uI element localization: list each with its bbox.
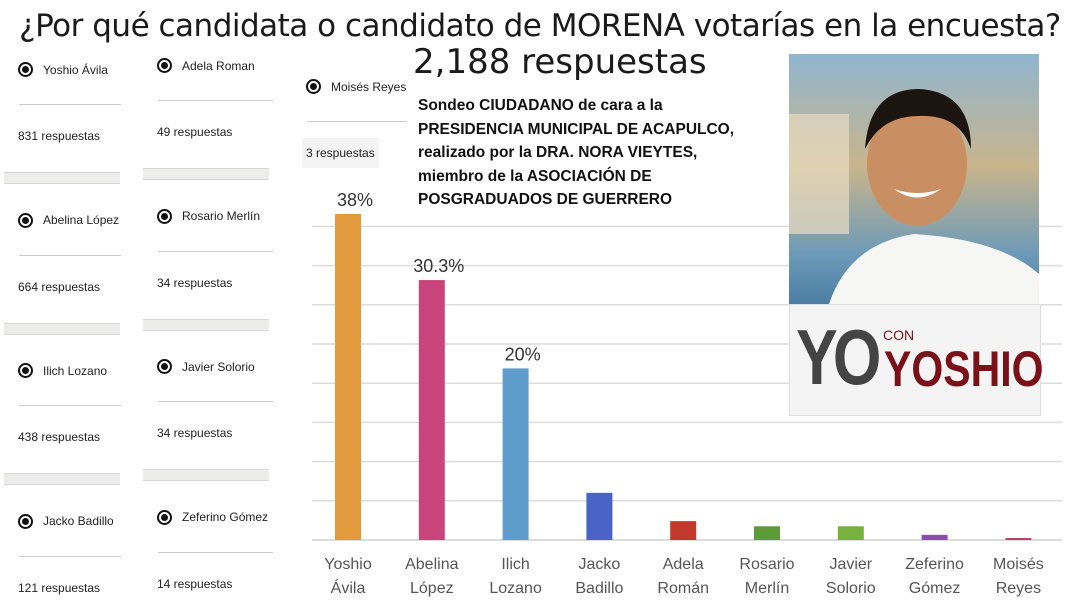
separator-band	[4, 172, 120, 184]
yo-con-yoshio-logo: YO CON YOSHIO	[789, 304, 1044, 416]
radio-selected-icon[interactable]	[18, 363, 33, 378]
radio-selected-icon[interactable]	[157, 509, 172, 525]
response-count: 121 respuestas	[18, 580, 101, 595]
separator-band	[143, 168, 269, 180]
option-1[interactable]: Abelina López	[18, 212, 120, 228]
bar-chart: 38% Yoshio Ávila 30.3% Abelina López 20% Ilich L…	[312, 190, 1062, 597]
divider	[19, 555, 121, 557]
bar	[670, 521, 697, 540]
category-label: Román	[657, 580, 709, 597]
option-label: Rosario Merlín	[182, 209, 261, 223]
divider	[19, 405, 121, 406]
option-8[interactable]: Moisés Reyes	[306, 79, 406, 94]
page-title: ¿Por qué candidata o candidato de MORENA…	[19, 8, 1061, 44]
candidate-portrait-image	[789, 89, 1039, 304]
logo-yo: YO	[796, 313, 881, 401]
bar	[837, 526, 864, 540]
divider	[19, 104, 121, 105]
bar	[335, 214, 361, 540]
response-count: 34 respuestas	[157, 426, 233, 440]
bar	[502, 368, 529, 540]
category-label: Yoshio	[324, 556, 372, 573]
candidate-photo	[789, 54, 1039, 304]
response-count: 438 respuestas	[18, 430, 101, 444]
option-0[interactable]: Yoshio Ávila	[18, 62, 108, 77]
description-line: realizado por la DRA. NORA VIEYTES,	[418, 144, 698, 161]
bar	[921, 534, 948, 540]
option-label: Javier Solorio	[182, 359, 255, 374]
option-2[interactable]: Ilich Lozano	[18, 363, 107, 378]
description-line: Sondeo CIUDADANO de cara a la	[418, 97, 663, 114]
category-label: Abelina	[405, 556, 458, 573]
option-3[interactable]: Jacko Badillo	[18, 513, 114, 529]
category-label: Solorio	[826, 580, 876, 597]
radio-selected-icon[interactable]	[18, 62, 33, 77]
category-label: Jacko	[579, 556, 621, 573]
option-label: Zeferino Gómez	[182, 510, 269, 524]
response-count: 14 respuestas	[157, 576, 233, 591]
radio-selected-icon[interactable]	[18, 212, 33, 228]
description-line: POSGRADUADOS DE GUERRERO	[418, 191, 673, 208]
radio-selected-icon[interactable]	[306, 79, 321, 94]
category-label: Ávila	[331, 578, 366, 597]
response-count: 664 respuestas	[18, 279, 101, 294]
category-label: Zeferino	[905, 556, 964, 573]
logo-yoshio: YOSHIO	[884, 341, 1044, 397]
option-5[interactable]: Rosario Merlín	[157, 208, 261, 224]
data-label: 20%	[505, 344, 541, 364]
option-label: Abelina López	[43, 213, 120, 227]
category-label: Rosario	[739, 556, 794, 573]
radio-selected-icon[interactable]	[157, 359, 172, 374]
option-label: Adela Roman	[182, 58, 255, 73]
category-label: López	[410, 580, 454, 597]
bar	[754, 526, 780, 540]
description-line: PRESIDENCIA MUNICIPAL DE ACAPULCO,	[418, 120, 735, 138]
radio-selected-icon[interactable]	[157, 208, 172, 224]
bar	[418, 280, 445, 540]
radio-selected-icon[interactable]	[157, 58, 172, 73]
option-7[interactable]: Zeferino Gómez	[157, 509, 269, 525]
divider	[158, 551, 273, 553]
data-label: 30.3%	[413, 256, 464, 276]
category-label: Moisés	[993, 556, 1044, 573]
category-label: Javier	[829, 556, 872, 573]
separator-band	[143, 318, 269, 331]
survey-description: Sondeo CIUDADANO de cara a la PRESIDENCI…	[418, 94, 734, 212]
option-label: Yoshio Ávila	[43, 62, 108, 77]
category-label: Lozano	[489, 580, 542, 597]
divider	[19, 254, 121, 256]
category-label: Reyes	[996, 580, 1041, 597]
separator-band	[4, 473, 120, 485]
description-line: miembro de la ASOCIACIÓN DE	[418, 167, 652, 185]
divider	[307, 121, 407, 122]
response-count: 3 respuestas	[302, 138, 379, 168]
bar	[586, 492, 613, 540]
option-6[interactable]: Javier Solorio	[157, 359, 255, 374]
option-label: Ilich Lozano	[43, 363, 108, 378]
total-responses: 2,188 respuestas	[413, 42, 707, 82]
option-label: Moisés Reyes	[331, 79, 407, 94]
bar	[1005, 538, 1032, 540]
logo-con: CON	[883, 327, 915, 343]
category-label: Gómez	[909, 580, 961, 597]
radio-selected-icon[interactable]	[18, 513, 33, 529]
response-count: 831 respuestas	[18, 129, 101, 143]
divider	[158, 100, 273, 101]
option-4[interactable]: Adela Roman	[157, 58, 255, 73]
category-label: Badillo	[575, 580, 623, 597]
separator-band	[4, 322, 120, 335]
separator-band	[143, 469, 269, 481]
divider	[158, 401, 273, 402]
response-count: 49 respuestas	[157, 125, 233, 139]
data-label: 38%	[337, 190, 373, 210]
category-label: Ilich	[501, 556, 529, 573]
category-label: Merlín	[745, 580, 789, 597]
divider	[158, 250, 273, 252]
response-count: 34 respuestas	[157, 275, 233, 290]
category-label: Adela	[663, 556, 704, 573]
option-label: Jacko Badillo	[43, 514, 114, 528]
